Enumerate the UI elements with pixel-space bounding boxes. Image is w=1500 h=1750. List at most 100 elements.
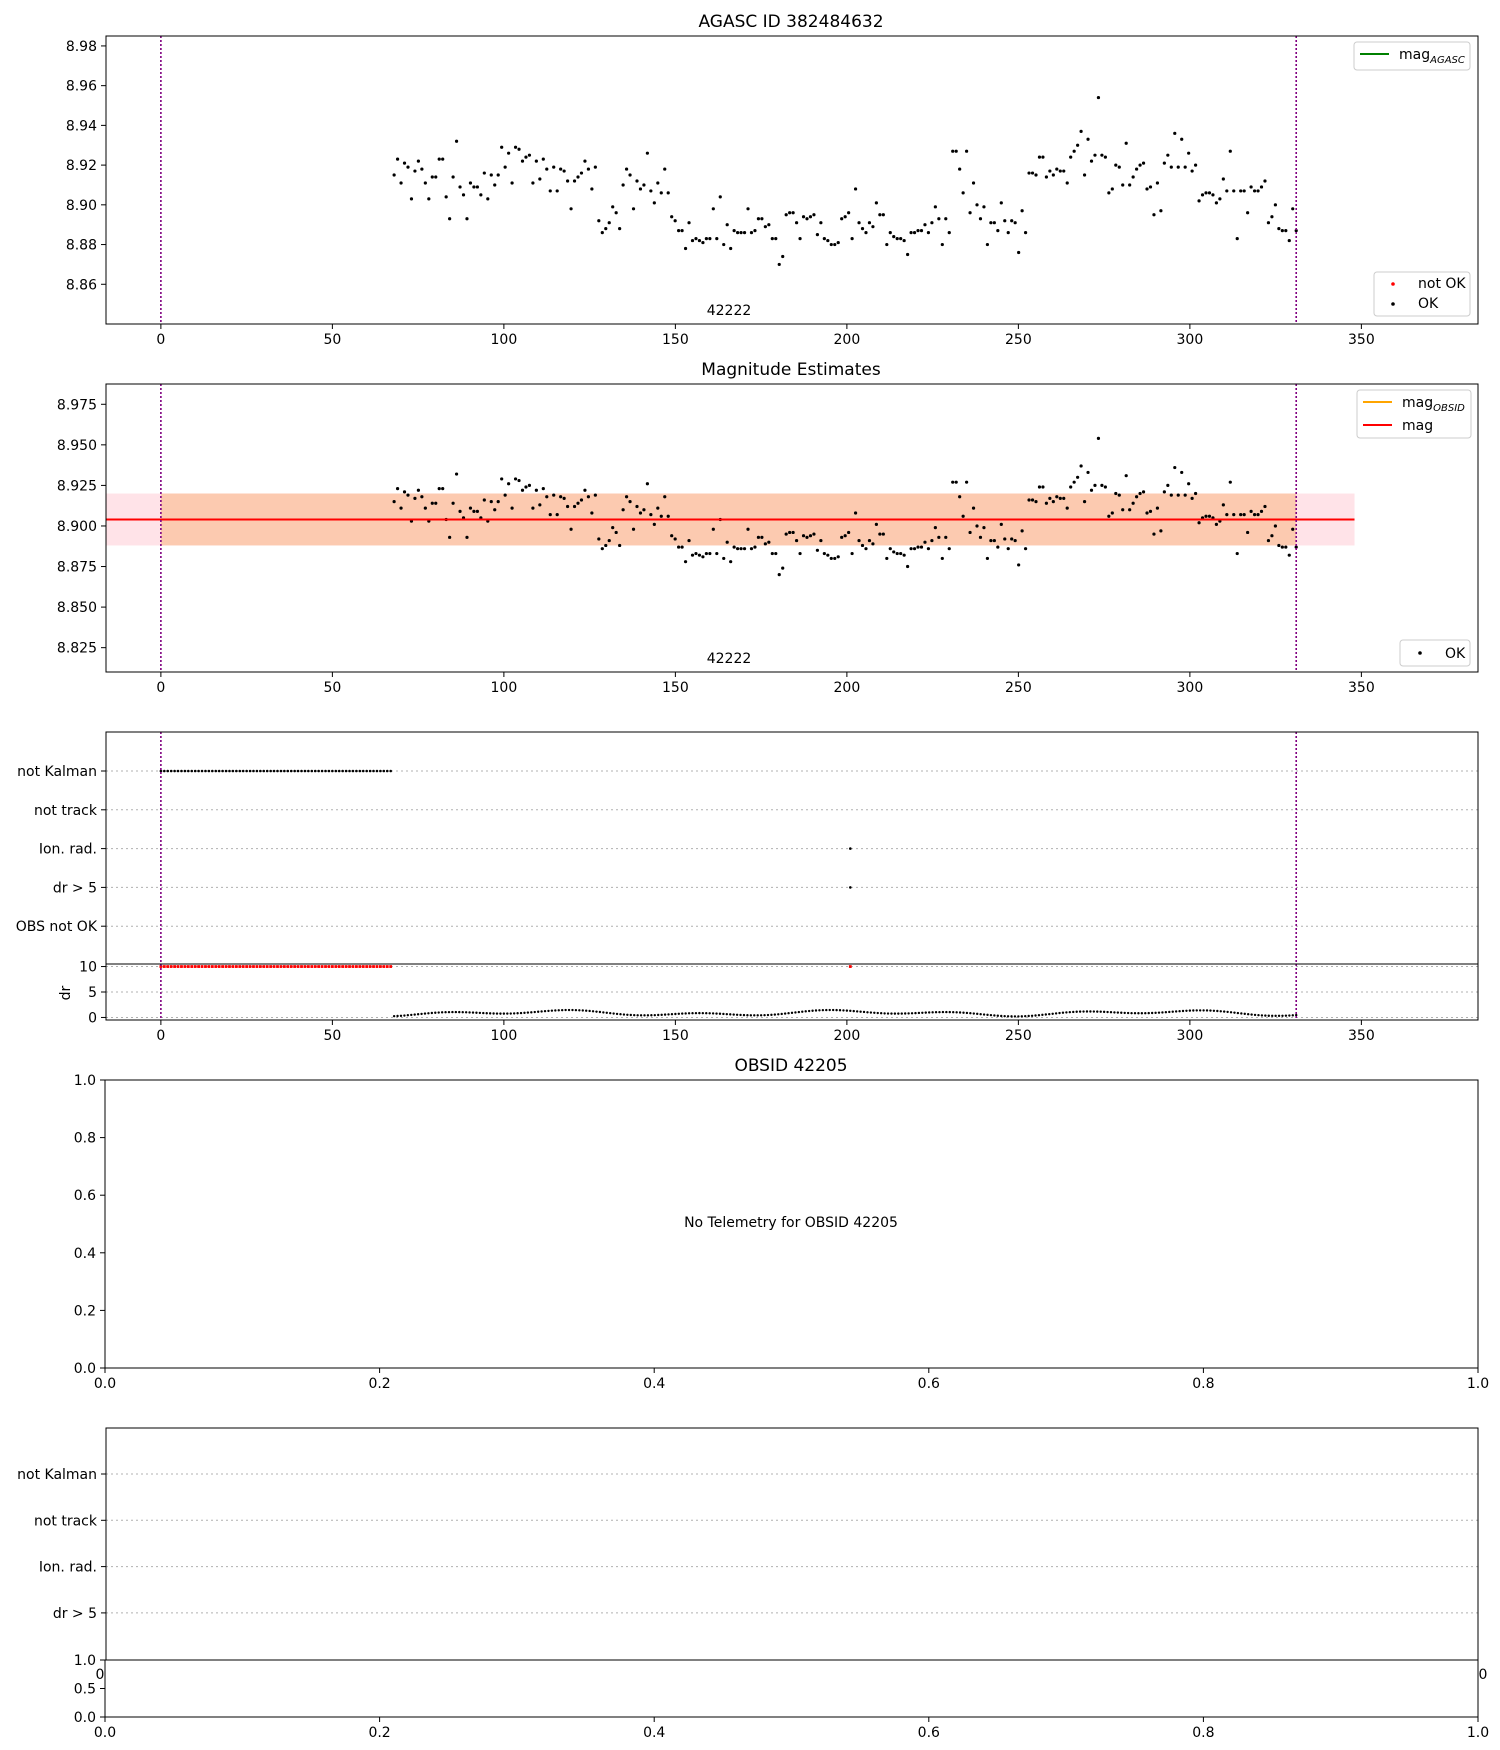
ok-point — [919, 545, 924, 549]
dr-point — [485, 1012, 488, 1015]
dr-point — [458, 1010, 461, 1014]
dr-point — [807, 1009, 811, 1013]
dr-point — [396, 1014, 399, 1018]
dr-point — [681, 1012, 684, 1015]
ok-point — [611, 205, 615, 209]
dr-point — [1085, 1010, 1089, 1013]
ok-point — [864, 547, 868, 551]
dr-point — [416, 1013, 420, 1016]
not-kalman-point — [334, 769, 338, 773]
legend-box — [1373, 271, 1471, 317]
not-kalman-point — [279, 769, 283, 773]
ok-point — [638, 187, 643, 191]
dr-point — [1082, 1010, 1085, 1013]
x-tick-label: 50 — [323, 332, 341, 348]
ok-point — [753, 229, 757, 233]
ok-point — [992, 221, 996, 225]
ok-point — [645, 151, 649, 155]
dr-point — [814, 1009, 818, 1012]
ion-rad-point — [849, 847, 852, 850]
dr-point — [831, 1008, 835, 1012]
dr-point — [691, 1012, 694, 1015]
ok-point — [392, 173, 396, 177]
x-tick-label: 0.6 — [918, 1376, 940, 1392]
dr-point — [917, 1011, 921, 1015]
ok-point — [892, 235, 896, 239]
ok-point — [763, 225, 767, 229]
y-tick-label: 8.900 — [57, 519, 97, 535]
dr-point — [1144, 1012, 1147, 1015]
ok-point — [1093, 483, 1097, 488]
ok-point — [465, 535, 469, 539]
dr-clipped-point — [317, 965, 321, 968]
dr-clipped-point — [197, 965, 201, 968]
legend-mag-label: mag — [1402, 418, 1433, 434]
dr-point — [797, 1010, 801, 1014]
ok-point — [593, 493, 597, 497]
ok-point — [1148, 509, 1153, 513]
ok-point — [756, 535, 761, 539]
ok-point — [999, 201, 1003, 205]
not-kalman-point — [324, 769, 327, 773]
dr-point — [475, 1011, 478, 1014]
dr-point — [674, 1012, 677, 1016]
ok-point — [1110, 511, 1114, 515]
dr-point — [560, 1008, 564, 1012]
panel2-marks — [106, 384, 1355, 672]
dr-point — [890, 1012, 893, 1015]
ok-point — [996, 229, 1000, 233]
dr-point — [1123, 1011, 1126, 1015]
dr-point — [879, 1012, 883, 1015]
ok-point — [902, 553, 906, 557]
ok-point — [663, 495, 667, 499]
dr-clipped-point — [385, 965, 389, 968]
ok-point — [652, 201, 656, 205]
dr-clipped-point — [183, 965, 187, 968]
ok-point — [395, 487, 400, 491]
not-kalman-point — [389, 769, 392, 773]
dr-clipped-point — [248, 965, 252, 968]
not-kalman-point — [176, 769, 180, 773]
ok-point — [1072, 149, 1076, 153]
dr-point — [629, 1013, 632, 1017]
dr-point — [591, 1010, 595, 1013]
dr-point — [550, 1009, 554, 1012]
dr-clipped-point — [200, 965, 204, 968]
not-kalman-point — [375, 769, 379, 773]
not-kalman-point — [351, 769, 355, 773]
dr-point — [1048, 1012, 1051, 1016]
dr-point — [554, 1009, 557, 1012]
dr-point — [746, 1014, 749, 1017]
ok-point — [847, 530, 851, 535]
ok-point — [527, 153, 532, 157]
dr-point — [735, 1013, 739, 1016]
dr-clipped-point — [265, 965, 269, 968]
dr-point — [488, 1012, 492, 1015]
ok-point — [746, 527, 750, 531]
ok-point — [826, 553, 830, 557]
not-kalman-point — [197, 769, 200, 773]
ok-point — [406, 165, 410, 169]
dr-point — [440, 1011, 444, 1014]
dr-point — [403, 1014, 406, 1017]
dr-clipped-point — [358, 965, 362, 968]
dr-point — [430, 1011, 434, 1015]
ok-point — [808, 534, 813, 538]
ok-point — [631, 527, 636, 531]
x-tick-label: 150 — [662, 680, 689, 696]
ok-point — [1263, 504, 1267, 509]
ok-point — [1003, 219, 1007, 223]
dr-point — [715, 1012, 718, 1015]
not-kalman-point — [221, 769, 224, 773]
not-kalman-point — [183, 769, 187, 773]
dr-point — [1027, 1014, 1030, 1018]
ok-point — [912, 547, 917, 551]
ok-point — [1058, 169, 1062, 173]
dr-point — [811, 1009, 814, 1012]
ok-point — [819, 221, 823, 225]
ok-point — [989, 221, 993, 225]
ok-point — [628, 173, 632, 177]
dr-point — [718, 1012, 722, 1015]
ok-point — [1051, 500, 1055, 504]
not-kalman-point — [235, 769, 238, 773]
